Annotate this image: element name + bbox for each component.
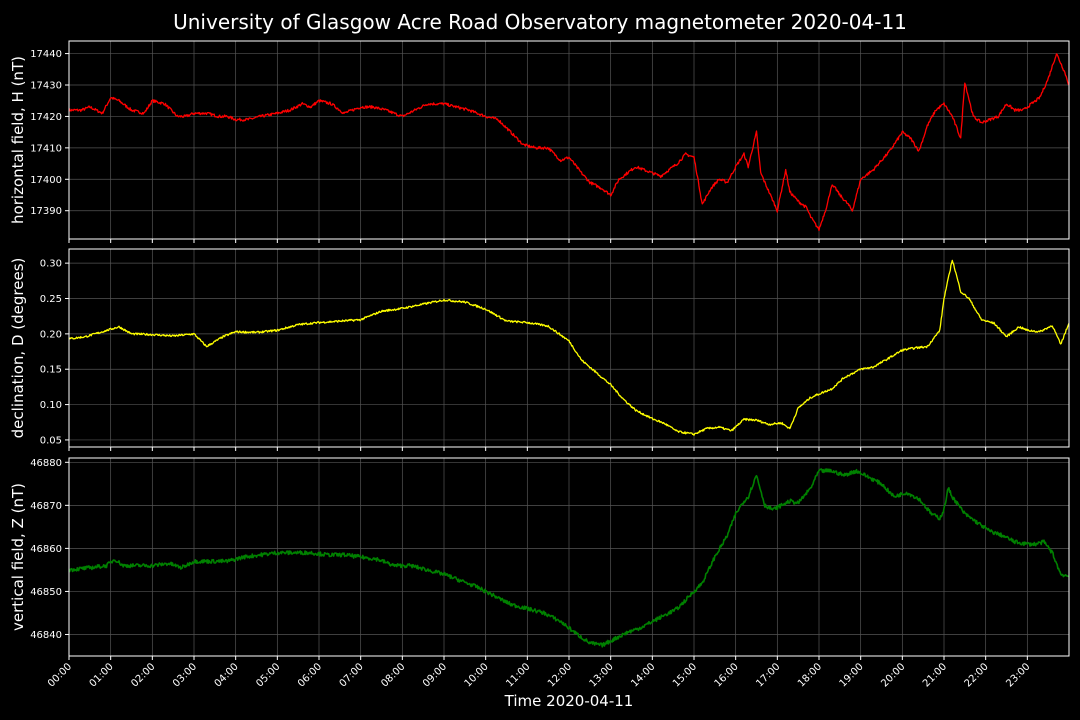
h-field-y-tick-label: 17440: [30, 49, 62, 60]
h-field-axes-frame: [68, 40, 1070, 240]
declination-y-tick-label: 0.10: [40, 400, 62, 411]
declination-y-tick-label: 0.25: [40, 294, 62, 305]
z-field-axes-frame: [68, 457, 1070, 657]
declination-y-tick-label: 0.30: [40, 259, 62, 270]
h-field-panel: 17390 17400 17410 17420 17430 17440horizontal…: [9, 40, 1070, 243]
declination-y-tick-label: 0.05: [40, 435, 62, 446]
h-field-y-tick-label: 17400: [30, 175, 62, 186]
h-field-y-axis-label: horizontal field, H (nT): [9, 56, 27, 224]
declination-y-axis-label: declination, D (degrees): [9, 258, 27, 439]
z-field-y-tick-label: 46880: [30, 458, 62, 469]
declination-y-tick-label: 0.20: [40, 329, 62, 340]
declination-y-tick-label: 0.15: [40, 365, 62, 376]
z-field-panel: 46840 46850 46860 46870 46880 vertical field,…: [9, 457, 1070, 660]
z-field-y-tick-label: 46860: [30, 544, 62, 555]
x-axis-label: Time 2020-04-11: [504, 692, 634, 710]
h-field-y-tick-label: 17430: [30, 81, 62, 92]
h-field-y-tick-label: 17390: [30, 206, 62, 217]
chart-title: University of Glasgow Acre Road Observat…: [173, 10, 907, 34]
z-field-y-tick-label: 46840: [30, 630, 62, 641]
h-field-y-tick-label: 17410: [30, 143, 62, 154]
z-field-y-axis-label: vertical field, Z (nT): [9, 483, 27, 631]
z-field-series-line: [68, 468, 1070, 648]
z-field-y-tick-label: 46870: [30, 501, 62, 512]
h-field-series-line: [68, 53, 1070, 232]
h-field-y-tick-label: 17420: [30, 112, 62, 123]
z-field-y-tick-label: 46850: [30, 587, 62, 598]
declination-panel: 0.05 0.10 0.15 0.20 0.25 0.30 declination, D (…: [9, 248, 1070, 451]
declination-axes-frame: [68, 248, 1070, 448]
declination-series-line: [68, 259, 1070, 436]
